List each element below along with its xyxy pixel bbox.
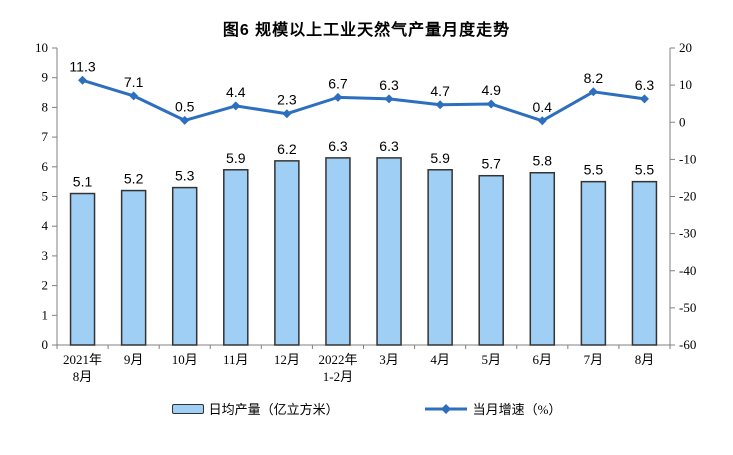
y-tick-label-right: -50	[679, 300, 696, 315]
x-axis-label: 6月	[533, 352, 553, 367]
legend-line-swatch-marker	[440, 403, 451, 414]
y-tick-label-left: 2	[42, 278, 49, 293]
diamond-marker-icon	[78, 75, 88, 85]
bar	[69, 192, 96, 346]
bar	[120, 189, 147, 346]
bar	[580, 180, 607, 346]
bar-value-label: 5.9	[430, 150, 450, 166]
bar-value-label: 5.3	[175, 168, 195, 184]
y-tick-label-left: 3	[42, 248, 49, 263]
y-tick-label-left: 6	[42, 159, 49, 174]
x-axis-label: 7月	[584, 352, 604, 367]
x-axis-label: 1-2月	[323, 369, 353, 384]
x-axis-label: 4月	[430, 352, 450, 367]
bar	[631, 180, 658, 346]
y-tick-label-right: 20	[679, 40, 692, 55]
diamond-marker-icon	[537, 116, 547, 126]
bar-value-label: 5.1	[73, 174, 93, 190]
diamond-marker-icon	[384, 94, 394, 104]
diamond-marker-icon	[180, 115, 190, 125]
bar-series-swatch	[171, 403, 204, 414]
growth-line	[82, 78, 645, 123]
bar-value-label: 5.2	[124, 171, 144, 187]
bar	[376, 157, 402, 346]
bar	[171, 186, 198, 346]
line-value-label: 4.4	[226, 84, 246, 100]
diamond-marker-icon	[639, 94, 649, 104]
y-tick-label-left: 4	[42, 218, 49, 233]
bar	[478, 174, 504, 346]
chart-title: 图6 规模以上工业天然气产量月度走势	[222, 22, 511, 39]
y-tick-label-left: 7	[42, 129, 49, 144]
line-value-label: 4.7	[430, 83, 450, 99]
y-tick-label-right: 10	[679, 77, 692, 92]
y-tick-label-right: -30	[679, 226, 696, 241]
bar-value-label: 5.7	[481, 156, 501, 172]
bar	[325, 157, 351, 346]
y-tick-label-left: 1	[42, 307, 49, 322]
legend: 日均产量（亿立方米） 当月增速（%）	[0, 399, 733, 418]
bar-value-label: 6.3	[328, 138, 348, 154]
bar-value-label: 5.9	[226, 150, 246, 166]
diamond-marker-icon	[129, 91, 139, 101]
line-value-label: 6.3	[379, 77, 399, 93]
x-axis-label: 9月	[124, 352, 144, 367]
x-axis-label: 2021年	[63, 352, 102, 367]
legend-line-label: 当月增速（%）	[472, 402, 562, 417]
legend-item-line: 当月增速（%）	[424, 399, 562, 418]
y-tick-label-left: 10	[35, 40, 48, 55]
bar-value-label: 5.5	[635, 162, 655, 178]
legend-bar-label: 日均产量（亿立方米）	[208, 402, 339, 417]
bar-value-label: 6.2	[277, 141, 297, 157]
bar	[529, 171, 556, 346]
x-axis-label: 11月	[223, 352, 249, 367]
line-value-label: 11.3	[69, 58, 95, 74]
bar	[223, 169, 249, 346]
diamond-marker-icon	[588, 87, 598, 97]
line-series-swatch	[424, 403, 467, 414]
bar-value-label: 5.5	[584, 162, 604, 178]
y-tick-label-left: 9	[42, 70, 49, 85]
y-tick-label-right: 0	[679, 114, 686, 129]
line-value-label: 4.9	[481, 82, 501, 98]
line-value-label: 7.1	[124, 74, 144, 90]
x-axis-label: 5月	[481, 352, 501, 367]
diamond-marker-icon	[486, 99, 496, 109]
y-tick-label-left: 0	[42, 337, 49, 352]
line-value-label: 6.7	[328, 75, 348, 91]
bar-value-label: 5.8	[533, 153, 553, 169]
x-axis-label: 12月	[274, 352, 300, 367]
bar	[427, 169, 453, 346]
x-axis-label: 2022年	[318, 352, 357, 367]
diamond-marker-icon	[282, 109, 292, 119]
line-value-label: 0.4	[533, 99, 553, 115]
plot-svg: 0 1 2 3 4 5 6 7 8 9 10 -60 -50 -40 -30 -20 -10 0 10 20 5.1 5.…	[35, 40, 696, 384]
diamond-marker-icon	[333, 92, 343, 102]
line-value-label: 8.2	[584, 70, 604, 86]
x-axis-label: 8月	[635, 352, 655, 367]
bar-value-label: 6.3	[379, 138, 399, 154]
y-tick-label-left: 8	[42, 99, 49, 114]
line-value-label: 2.3	[277, 92, 297, 108]
x-axis-label: 10月	[172, 352, 198, 367]
x-axis-label: 8月	[73, 369, 93, 384]
x-axis-label: 3月	[379, 352, 399, 367]
bar	[274, 160, 300, 346]
diamond-marker-icon	[435, 100, 445, 110]
line-value-label: 6.3	[635, 77, 655, 93]
y-tick-label-right: -60	[679, 337, 696, 352]
y-tick-label-right: -20	[679, 189, 696, 204]
y-tick-label-right: -10	[679, 151, 696, 166]
y-tick-label-right: -40	[679, 263, 696, 278]
y-tick-label-left: 5	[42, 189, 49, 204]
diamond-marker-icon	[231, 101, 241, 111]
legend-item-bar: 日均产量（亿立方米）	[171, 399, 339, 418]
line-value-label: 0.5	[175, 98, 195, 114]
